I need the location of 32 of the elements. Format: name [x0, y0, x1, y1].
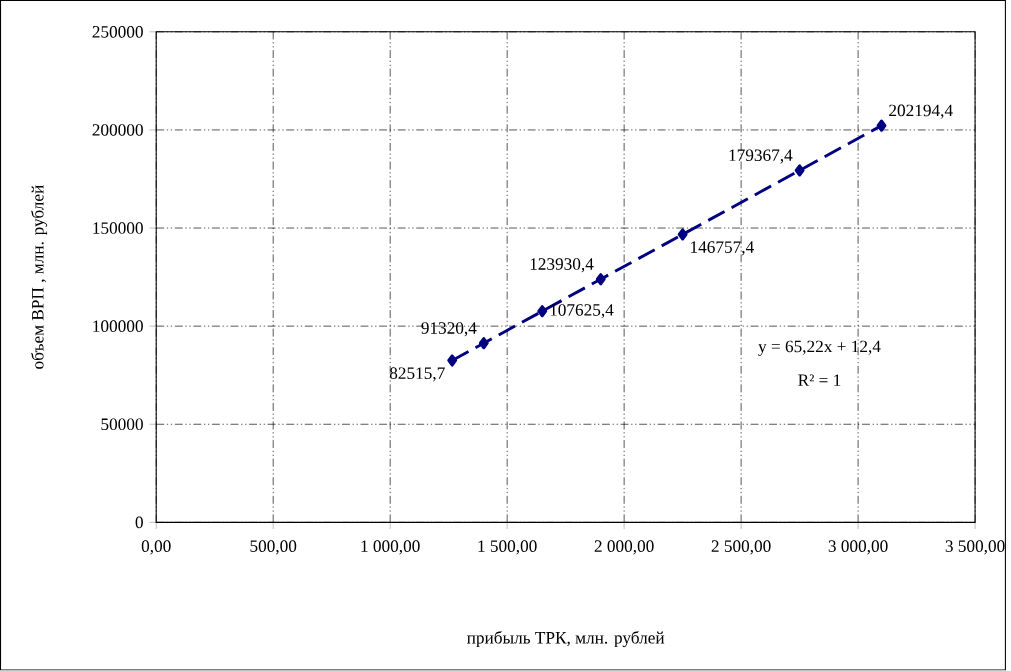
- point: [447, 354, 458, 367]
- point: [478, 337, 489, 350]
- data-label: 91320,4: [421, 322, 477, 337]
- x-tick-label: 2 000,00: [594, 540, 654, 555]
- x-tick-label: 1 500,00: [478, 540, 537, 555]
- point: [595, 273, 606, 286]
- x-tick-label: 2 500,00: [711, 540, 771, 555]
- x-axis-title: прибыль ТРК, млн. рублей: [467, 631, 665, 648]
- y-tick-label: 150000: [93, 222, 143, 235]
- y-tick-label: 200000: [92, 124, 143, 136]
- annotation: y = 65,22x + 12,4: [758, 340, 881, 356]
- data-label: 107625,4: [550, 304, 614, 319]
- point: [537, 305, 548, 318]
- x-tick-label: 1 000,00: [361, 540, 420, 555]
- x-tick-label: 3 000,00: [828, 540, 888, 555]
- point: [677, 228, 688, 241]
- point: [876, 119, 887, 132]
- y-tick-label: 50000: [101, 418, 143, 431]
- data-label: 123930,4: [530, 258, 594, 273]
- y-axis-title: объем ВРП , млн. рублей: [31, 185, 48, 369]
- y-tick-label: 100000: [93, 320, 143, 333]
- x-tick-label: 0,00: [141, 540, 171, 555]
- x-tick-label: 3 500,00: [945, 540, 1005, 555]
- data-label: 146757,4: [691, 241, 754, 256]
- annotation: R² = 1: [798, 374, 841, 386]
- y-tick-label: 0: [135, 516, 143, 529]
- data-label: 82515,7: [389, 367, 445, 382]
- data-label: 202194,4: [889, 104, 953, 119]
- point: [794, 164, 805, 177]
- x-tick-label: 500,00: [250, 540, 297, 555]
- y-tick-label: 250000: [92, 26, 143, 38]
- data-label: 179367,4: [729, 149, 793, 164]
